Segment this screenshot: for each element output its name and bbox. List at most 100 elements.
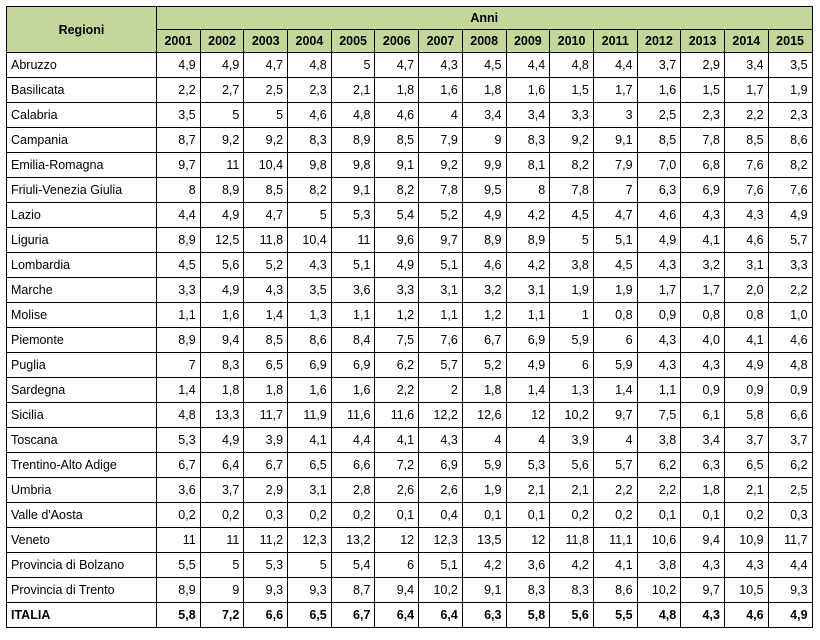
year-header: 2010 (549, 29, 594, 53)
value-cell: 4,3 (636, 252, 682, 278)
value-cell: 1,4 (243, 302, 289, 328)
value-cell: 6,7 (243, 452, 289, 478)
region-name: Sardegna (6, 377, 157, 403)
value-cell: 1,6 (287, 377, 332, 403)
value-cell: 8,6 (287, 327, 332, 353)
value-cell: 3 (592, 102, 638, 128)
value-cell: 4,9 (199, 52, 245, 78)
value-cell: 4,3 (287, 252, 332, 278)
region-name: Basilicata (6, 77, 157, 103)
table-row: Marche 3,3 4,9 4,3 3,5 3,6 3,3 3,1 3,2 3,1 1,9 1,9 1… (6, 277, 813, 303)
value-cell: 9,2 (549, 127, 594, 153)
value-cell: 3,8 (636, 427, 682, 453)
value-cell: 4,9 (505, 352, 551, 378)
value-cell: 2,1 (723, 477, 769, 503)
value-cell: 6,5 (243, 352, 289, 378)
value-cell: 4,6 (636, 202, 682, 228)
table-row: Lombardia 4,5 5,6 5,2 4,3 5,1 4,9 5,1 4,6 4,2 3,8 4… (6, 252, 813, 278)
region-name: Lazio (6, 202, 157, 228)
value-cell: 8,7 (330, 577, 376, 603)
value-cell: 0,8 (723, 302, 769, 328)
value-cell: 4 (505, 427, 551, 453)
value-cell: 5,5 (592, 602, 638, 628)
value-cell: 7,6 (767, 177, 813, 203)
value-cell: 4,7 (374, 52, 420, 78)
value-cell: 8,5 (243, 327, 289, 353)
value-cell: 11 (199, 527, 245, 553)
value-cell: 11 (156, 527, 201, 553)
value-cell: 11 (199, 152, 245, 178)
value-cell: 8,3 (199, 352, 245, 378)
value-cell: 11,8 (549, 527, 594, 553)
value-cell: 4,1 (723, 327, 769, 353)
value-cell: 1,1 (330, 302, 376, 328)
value-cell: 3,9 (549, 427, 594, 453)
value-cell: 5 (287, 202, 332, 228)
table-row: Lazio 4,4 4,9 4,7 5 5,3 5,4 5,2 4,9 4,2 4,5 4,7 4,6 4… (6, 202, 813, 228)
table-row: Emilia-Romagna 9,7 11 10,4 9,8 9,8 9,1 9,2 9,9 8,… (6, 152, 813, 178)
region-name: Liguria (6, 227, 157, 253)
value-cell: 3,6 (505, 552, 551, 578)
value-cell: 4,5 (549, 202, 594, 228)
value-cell: 9,2 (243, 127, 289, 153)
value-cell: 8,2 (287, 177, 332, 203)
value-cell: 6,4 (418, 602, 463, 628)
value-cell: 6,2 (767, 452, 813, 478)
value-cell: 1,1 (505, 302, 551, 328)
value-cell: 2,6 (374, 477, 420, 503)
value-cell: 4,3 (680, 352, 725, 378)
value-cell: 10,4 (287, 227, 332, 253)
value-cell: 7 (156, 352, 201, 378)
value-cell: 8,2 (374, 177, 420, 203)
value-cell: 6,6 (243, 602, 289, 628)
value-cell: 0,2 (199, 502, 245, 528)
value-cell: 4,6 (723, 602, 769, 628)
total-row: ITALIA 5,8 7,2 6,6 6,5 6,7 6,4 6,4 6,3 5,8 5,6 5,5 4… (6, 602, 813, 628)
value-cell: 0,3 (243, 502, 289, 528)
value-cell: 5,2 (243, 252, 289, 278)
region-name: Valle d'Aosta (6, 502, 157, 528)
table-row: Basilicata 2,2 2,7 2,5 2,3 2,1 1,8 1,6 1,8 1,6 1,5… (6, 77, 813, 103)
value-cell: 4,3 (418, 52, 463, 78)
value-cell: 1,3 (287, 302, 332, 328)
value-cell: 4,9 (767, 202, 813, 228)
value-cell: 0,1 (374, 502, 420, 528)
value-cell: 4,6 (767, 327, 813, 353)
value-cell: 6,5 (287, 602, 332, 628)
value-cell: 0,2 (330, 502, 376, 528)
value-cell: 11 (330, 227, 376, 253)
value-cell: 7,2 (374, 452, 420, 478)
value-cell: 6,6 (330, 452, 376, 478)
value-cell: 11,7 (243, 402, 289, 428)
table-row: Umbria 3,6 3,7 2,9 3,1 2,8 2,6 2,6 1,9 2,1 2,1 2,2 2… (6, 477, 813, 503)
value-cell: 2,3 (767, 102, 813, 128)
value-cell: 1,9 (549, 277, 594, 303)
value-cell: 10,2 (636, 577, 682, 603)
year-header: 2002 (199, 29, 245, 53)
value-cell: 1,6 (418, 77, 463, 103)
value-cell: 2,2 (723, 102, 769, 128)
year-header: 2008 (461, 29, 507, 53)
table-row: Veneto 11 11 11,2 12,3 13,2 12 12,3 13,5 12 11,8 11… (6, 527, 813, 553)
value-cell: 9,1 (461, 577, 507, 603)
value-cell: 4,4 (505, 52, 551, 78)
value-cell: 10,2 (549, 402, 594, 428)
value-cell: 4,2 (505, 252, 551, 278)
value-cell: 8,9 (505, 227, 551, 253)
value-cell: 4,4 (330, 427, 376, 453)
value-cell: 9,4 (680, 527, 725, 553)
table-row: Toscana 5,3 4,9 3,9 4,1 4,4 4,1 4,3 4 4 3,9 4 3,8 3,4… (6, 427, 813, 453)
value-cell: 1,3 (549, 377, 594, 403)
value-cell: 5,6 (549, 452, 594, 478)
value-cell: 12,3 (418, 527, 463, 553)
value-cell: 4,6 (287, 102, 332, 128)
value-cell: 2,1 (549, 477, 594, 503)
value-cell: 4 (418, 102, 463, 128)
value-cell: 4,1 (374, 427, 420, 453)
value-cell: 4,9 (461, 202, 507, 228)
value-cell: 5,5 (156, 552, 201, 578)
region-name: Provincia di Trento (6, 577, 157, 603)
value-cell: 0,2 (723, 502, 769, 528)
value-cell: 10,2 (418, 577, 463, 603)
value-cell: 5,1 (592, 227, 638, 253)
